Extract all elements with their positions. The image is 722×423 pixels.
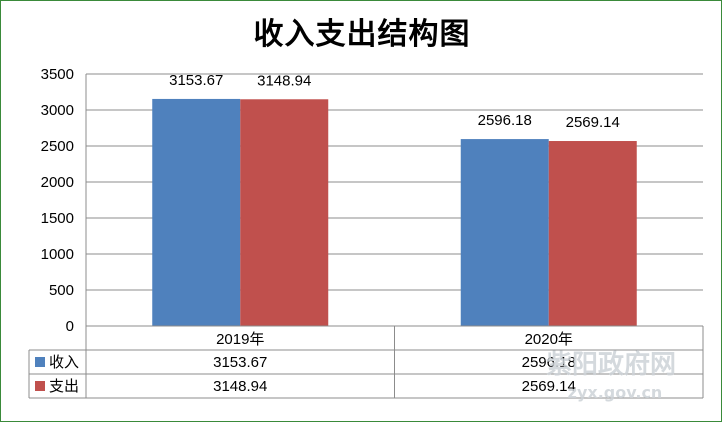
y-tick-label: 3500 xyxy=(41,66,74,83)
watermark-logo: 紫阳政府网 xyxy=(546,349,676,380)
chart-title: 收入支出结构图 xyxy=(253,17,471,52)
watermark-url: zyx.gov.cn xyxy=(568,383,663,402)
data-label: 2596.18 xyxy=(478,112,532,129)
bar-income xyxy=(152,98,241,326)
bar-expense xyxy=(548,141,637,326)
y-tick-label: 1500 xyxy=(41,210,74,227)
legend-key-expense xyxy=(35,381,45,391)
data-label: 3153.67 xyxy=(169,72,223,89)
table-cell-value: 2596.18 xyxy=(522,354,576,371)
y-tick-label: 2000 xyxy=(41,174,74,191)
y-tick-label: 500 xyxy=(49,282,74,299)
y-tick-label: 0 xyxy=(66,318,74,335)
data-label: 3148.94 xyxy=(257,72,311,89)
table-cell-value: 3148.94 xyxy=(213,378,267,395)
table-cell-value: 2569.14 xyxy=(522,378,576,395)
x-category-label: 2020年 xyxy=(525,331,573,348)
table-cell-value: 3153.67 xyxy=(213,354,267,371)
bar-income xyxy=(460,139,549,326)
y-tick-label: 2500 xyxy=(41,138,74,155)
y-tick-label: 1000 xyxy=(41,246,74,263)
legend-key-income xyxy=(35,357,45,367)
x-category-label: 2019年 xyxy=(216,331,264,348)
y-tick-label: 3000 xyxy=(41,102,74,119)
legend-label: 收入 xyxy=(49,354,79,371)
bar-expense xyxy=(240,99,329,326)
legend-label: 支出 xyxy=(49,378,79,395)
data-label: 2569.14 xyxy=(566,114,620,131)
